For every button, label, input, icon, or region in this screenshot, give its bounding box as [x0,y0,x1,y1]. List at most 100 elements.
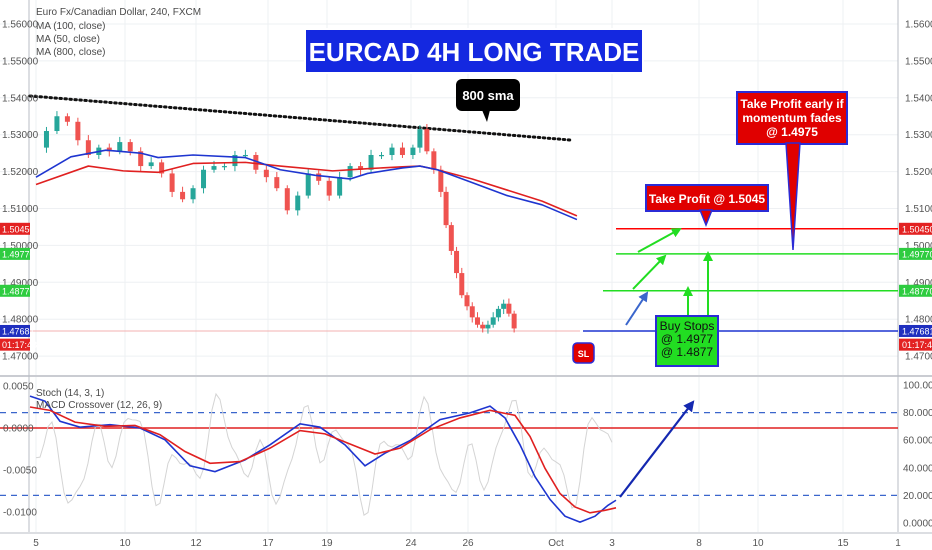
signal-line [29,406,617,514]
candle-body-13 [169,173,175,192]
time-tick-7: Oct [548,538,564,549]
buy-stops-callout: Buy Stops @ 1.4977 @ 1.4877 [655,315,719,367]
candle-body-18 [221,166,227,168]
candle-body-47 [474,317,480,325]
ma50-line [35,149,578,221]
osc-tick-left-0: 0.0050 [3,382,34,393]
arrow-osc-up [619,400,695,498]
time-tick-3: 17 [262,538,274,549]
candle-body-31 [358,166,364,170]
candle-body-5 [85,140,91,155]
candle-body-10 [138,151,144,167]
macd-line [29,395,617,523]
time-tick-0: 5 [33,538,39,549]
study-ma50: MA (50, close) [36,34,100,45]
osc-tick-right-5: 0.0000 [903,519,932,530]
time-tick-11: 15 [837,538,849,549]
price-tick-left-1: 1.55000 [2,56,39,67]
price-tick-right-8: 1.48000 [905,315,932,326]
candle-body-41 [443,191,449,226]
price-tag-left-bg-4 [0,338,30,351]
candle-body-8 [117,142,123,152]
price-tick-left-3: 1.53000 [2,130,39,141]
buy-stops-line1: Buy Stops [660,319,715,333]
candle-body-9 [127,142,133,152]
time-tick-1: 10 [119,538,131,549]
stop-loss-label: SL [578,349,590,359]
candle-body-15 [190,188,196,200]
price-tag-left-1: 1.49770 [2,249,35,259]
price-tag-left-0: 1.50450 [2,224,35,234]
stoch-line [35,392,613,516]
osc-tick-right-1: 80.0000 [903,408,932,419]
osc-tick-right-0: 100.0000 [903,381,932,392]
price-tick-right-3: 1.53000 [905,130,932,141]
symbol-title: Euro Fx/Canadian Dollar, 240, FXCM [36,7,201,18]
osc-tick-right-3: 40.0000 [903,463,932,474]
time-tick-4: 19 [321,538,333,549]
buy-stops-line3: @ 1.4877 [661,345,714,359]
candle-body-49 [485,324,491,329]
candle-body-23 [274,177,280,189]
price-tag-left-4: 01:17:48 [2,340,37,350]
tp-main-callout: Take Profit @ 1.5045 [645,184,769,228]
arrow-to-entry-low [625,291,649,326]
candle-body-12 [159,162,165,174]
tp-early-line3: @ 1.4975 [766,125,818,139]
candle-body-48 [480,324,486,329]
candle-body-19 [232,154,238,167]
candle-body-50 [490,317,496,325]
candle-body-14 [180,191,186,200]
sma800-callout-label: 800 sma [462,88,514,103]
price-tag-left-bg-3 [0,324,30,337]
candle-body-40 [438,169,444,192]
candle-body-1 [43,131,49,148]
chart-title: EURCAD 4H LONG TRADE [309,37,640,67]
time-tick-10: 10 [752,538,764,549]
time-tick-8: 3 [609,538,615,549]
stop-loss-marker: SL [572,342,595,364]
candle-body-53 [506,303,512,314]
candle-body-44 [459,273,465,296]
candle-body-43 [454,250,460,274]
study-stoch: Stoch (14, 3, 1) [36,388,104,399]
price-tag-right-bg-1 [899,247,932,260]
candle-body-54 [511,313,517,329]
candle-body-27 [316,173,322,181]
osc-tick-left-1: 0.0000 [3,424,34,435]
buy-stops-line2: @ 1.4977 [661,332,714,346]
price-tag-right-bg-4 [899,338,932,351]
price-tick-right-1: 1.55000 [905,56,932,67]
price-tick-left-4: 1.52000 [2,167,39,178]
candle-body-51 [495,308,501,318]
axes: 1.56000 1.56000 1.55000 1.55000 1.54000 1.540… [0,20,932,549]
candle-body-4 [75,121,81,141]
candle-body-28 [326,180,332,196]
price-tick-left-7: 1.49000 [2,278,39,289]
price-tag-right-4: 01:17:48 [902,340,932,350]
sma800-line [28,94,575,142]
candle-body-33 [379,154,385,157]
candle-body-26 [305,173,311,196]
candle-body-45 [464,295,470,307]
price-tick-right-9: 1.47000 [905,352,932,363]
tp-early-line2: momentum fades [742,111,842,125]
oscillator-pane [0,392,898,523]
osc-tick-right-2: 60.0000 [903,436,932,447]
price-tick-left-6: 1.50000 [2,241,39,252]
price-tick-right-0: 1.56000 [905,20,932,31]
price-tag-left-bg-0 [0,222,30,235]
candle-body-46 [469,306,475,318]
sma800-callout: 800 sma [456,79,520,122]
tp-main-label: Take Profit @ 1.5045 [649,192,766,206]
candle-body-2 [54,116,60,132]
price-tick-right-2: 1.54000 [905,93,932,104]
osc-tick-left-3: -0.0100 [3,508,37,519]
price-tag-left-2: 1.48770 [2,286,35,296]
time-tick-6: 26 [462,538,474,549]
candle-body-22 [263,169,269,178]
candle-body-34 [389,147,395,155]
price-tick-right-7: 1.49000 [905,278,932,289]
price-tag-left-bg-2 [0,284,30,297]
price-levels [30,228,898,332]
